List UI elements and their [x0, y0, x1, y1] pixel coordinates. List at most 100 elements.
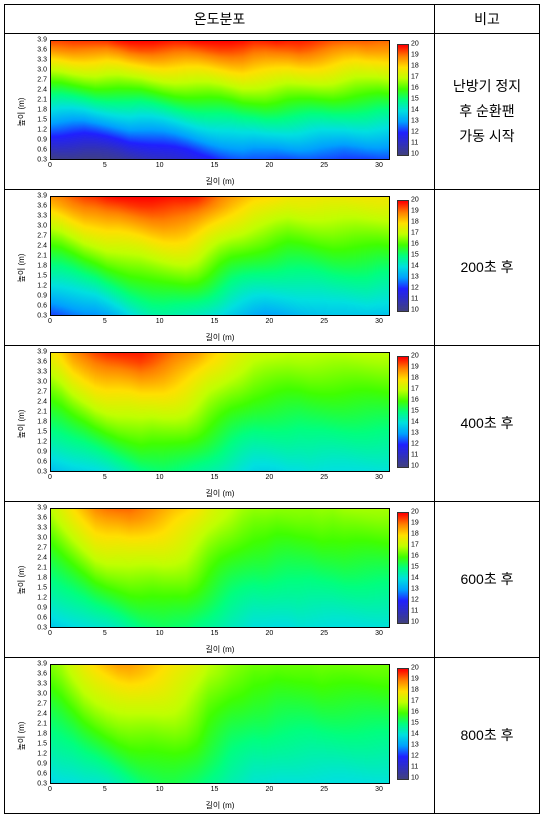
y-tick: 0.6: [37, 615, 47, 622]
x-tick: 25: [320, 786, 328, 793]
colorbar-tick: 15: [411, 408, 419, 415]
y-tick: 3.6: [37, 203, 47, 210]
x-tick: 15: [211, 786, 219, 793]
note-cell: 난방기 정지후 순환팬가동 시작: [435, 34, 540, 190]
colorbar-tick: 15: [411, 252, 419, 259]
x-tick: 5: [103, 318, 107, 325]
y-tick: 1.2: [37, 595, 47, 602]
y-tick: 2.7: [37, 545, 47, 552]
x-tick: 25: [320, 474, 328, 481]
colorbar-tick: 20: [411, 41, 419, 48]
colorbar-tick: 20: [411, 197, 419, 204]
colorbar-tick: 19: [411, 208, 419, 215]
colorbar-tick: 13: [411, 118, 419, 125]
y-tick: 3.0: [37, 67, 47, 74]
x-tick: 30: [375, 474, 383, 481]
heatmap: [50, 352, 390, 472]
y-tick: 1.5: [37, 741, 47, 748]
y-tick: 0.6: [37, 771, 47, 778]
y-tick: 2.1: [37, 409, 47, 416]
colorbar-tick: 17: [411, 698, 419, 705]
y-tick: 3.3: [37, 525, 47, 532]
colorbar-tick: 12: [411, 597, 419, 604]
x-tick: 10: [156, 318, 164, 325]
x-tick: 5: [103, 786, 107, 793]
y-axis-label: 높이 (m): [16, 253, 27, 282]
x-tick: 20: [265, 162, 273, 169]
colorbar-tick: 18: [411, 687, 419, 694]
y-tick: 0.3: [37, 469, 47, 476]
y-tick: 1.5: [37, 429, 47, 436]
colorbar-tick: 14: [411, 575, 419, 582]
colorbar: [397, 356, 409, 468]
x-tick: 15: [211, 474, 219, 481]
y-tick: 0.3: [37, 625, 47, 632]
y-axis-label: 높이 (m): [16, 409, 27, 438]
x-tick: 25: [320, 162, 328, 169]
y-tick: 0.6: [37, 147, 47, 154]
x-tick: 10: [156, 786, 164, 793]
colorbar: [397, 668, 409, 780]
colorbar-tick: 13: [411, 274, 419, 281]
x-tick: 30: [375, 162, 383, 169]
colorbar-tick: 10: [411, 307, 419, 314]
y-axis-label: 높이 (m): [16, 721, 27, 750]
y-tick: 2.4: [37, 399, 47, 406]
colorbar: [397, 44, 409, 156]
heatmap: [50, 508, 390, 628]
y-tick: 0.9: [37, 293, 47, 300]
y-tick: 1.5: [37, 273, 47, 280]
x-tick: 0: [48, 162, 52, 169]
colorbar-tick: 18: [411, 375, 419, 382]
y-tick: 1.8: [37, 107, 47, 114]
colorbar-tick: 18: [411, 531, 419, 538]
y-tick: 1.8: [37, 575, 47, 582]
colorbar-tick: 20: [411, 665, 419, 672]
x-tick: 15: [211, 630, 219, 637]
colorbar-tick: 17: [411, 542, 419, 549]
note-cell: 600초 후: [435, 502, 540, 658]
x-tick: 20: [265, 630, 273, 637]
colorbar-tick: 17: [411, 386, 419, 393]
y-tick: 0.3: [37, 781, 47, 788]
heatmap: [50, 40, 390, 160]
y-tick: 1.5: [37, 585, 47, 592]
y-tick: 0.9: [37, 137, 47, 144]
y-tick: 3.3: [37, 57, 47, 64]
colorbar-tick: 19: [411, 676, 419, 683]
colorbar-tick: 19: [411, 52, 419, 59]
colorbar-tick: 10: [411, 463, 419, 470]
header-col-1: 온도분포: [5, 5, 435, 34]
colorbar-tick: 18: [411, 63, 419, 70]
y-tick: 3.0: [37, 223, 47, 230]
y-tick: 3.0: [37, 691, 47, 698]
x-tick: 0: [48, 318, 52, 325]
x-axis-label: 길이 (m): [50, 800, 390, 811]
y-tick: 2.7: [37, 233, 47, 240]
y-tick: 1.5: [37, 117, 47, 124]
y-tick: 2.1: [37, 97, 47, 104]
y-tick: 2.4: [37, 243, 47, 250]
y-tick: 1.2: [37, 751, 47, 758]
y-tick: 3.3: [37, 369, 47, 376]
y-tick: 0.3: [37, 313, 47, 320]
colorbar-tick: 18: [411, 219, 419, 226]
y-tick: 3.9: [37, 349, 47, 356]
y-tick: 2.1: [37, 253, 47, 260]
x-tick: 25: [320, 318, 328, 325]
colorbar-tick: 16: [411, 241, 419, 248]
colorbar-tick: 17: [411, 74, 419, 81]
x-tick: 10: [156, 474, 164, 481]
colorbar-tick: 14: [411, 731, 419, 738]
colorbar-tick: 11: [411, 764, 418, 771]
y-tick: 1.8: [37, 419, 47, 426]
y-tick: 1.8: [37, 731, 47, 738]
colorbar-tick: 15: [411, 96, 419, 103]
y-tick: 3.9: [37, 661, 47, 668]
y-tick: 1.2: [37, 283, 47, 290]
colorbar-tick: 19: [411, 364, 419, 371]
y-tick: 0.6: [37, 459, 47, 466]
y-tick: 3.6: [37, 359, 47, 366]
colorbar-tick: 17: [411, 230, 419, 237]
x-tick: 5: [103, 474, 107, 481]
